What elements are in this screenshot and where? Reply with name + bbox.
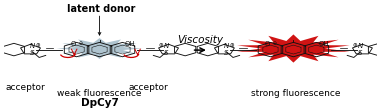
Polygon shape (57, 38, 143, 59)
Text: S: S (358, 50, 363, 56)
Text: acceptor: acceptor (5, 83, 45, 92)
Text: $\ominus$: $\ominus$ (78, 39, 84, 47)
Text: OH: OH (318, 41, 329, 47)
Text: S: S (30, 50, 35, 56)
Text: N: N (30, 43, 35, 49)
Text: $\oplus$: $\oplus$ (158, 41, 164, 49)
Polygon shape (237, 34, 350, 63)
Text: N: N (224, 43, 229, 49)
Text: acceptor: acceptor (128, 83, 168, 92)
Text: $\oplus$: $\oplus$ (352, 41, 358, 49)
Text: weak fluorescence: weak fluorescence (57, 89, 142, 98)
Text: Viscosity: Viscosity (177, 35, 223, 45)
Text: DpCy7: DpCy7 (81, 98, 118, 108)
Text: O: O (265, 41, 270, 47)
Text: $\oplus$: $\oplus$ (35, 41, 41, 49)
Text: OH: OH (124, 41, 135, 47)
Text: O: O (71, 41, 76, 47)
Text: latent donor: latent donor (67, 4, 136, 14)
Text: S: S (224, 50, 229, 56)
Text: N: N (164, 43, 169, 49)
Text: N: N (358, 43, 363, 49)
Text: S: S (164, 50, 169, 56)
Text: strong fluorescence: strong fluorescence (251, 89, 340, 98)
Text: $\oplus$: $\oplus$ (229, 41, 235, 49)
Text: $\ominus$: $\ominus$ (272, 39, 278, 47)
